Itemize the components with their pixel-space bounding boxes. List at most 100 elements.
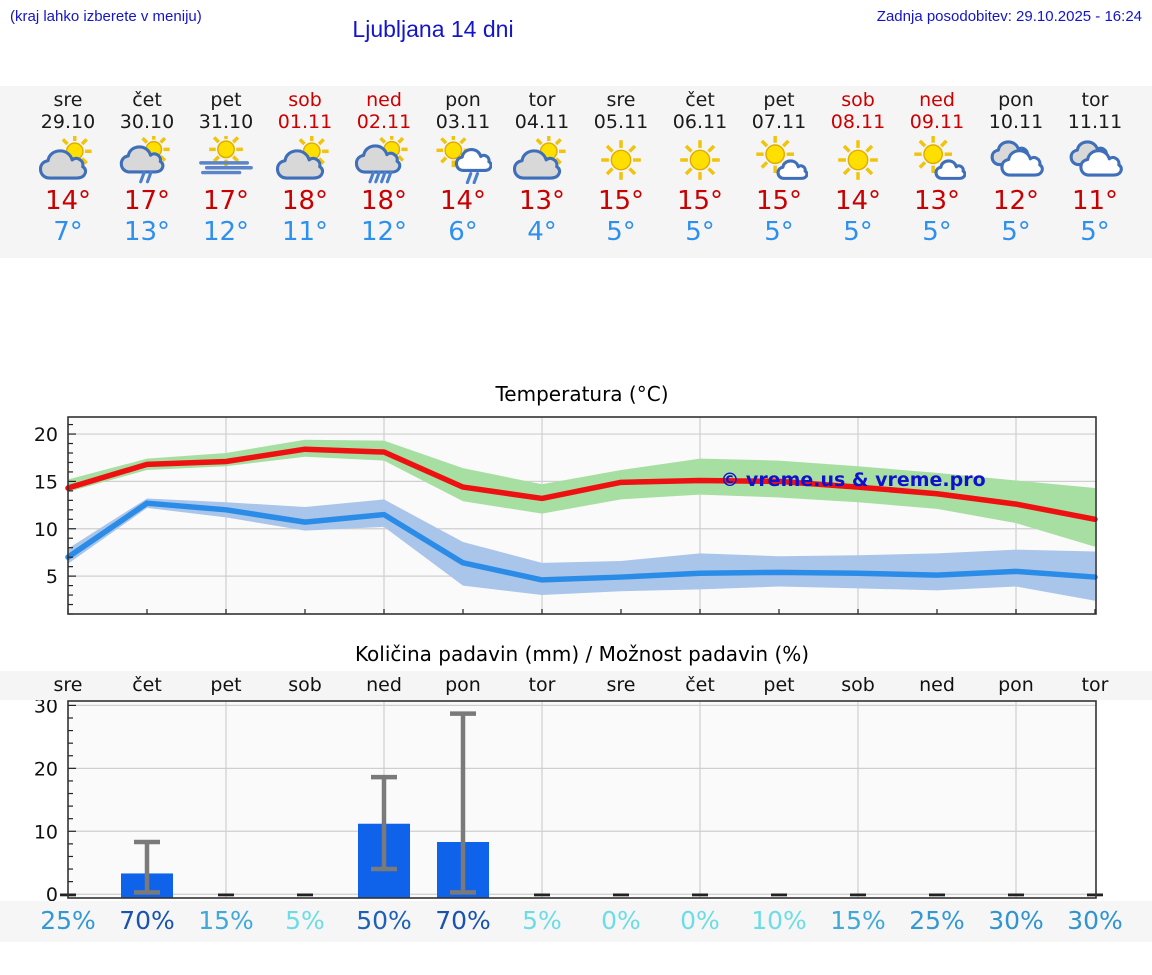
sun-cloud-rain4-icon [354, 133, 408, 184]
precip-probability: 5% [522, 906, 562, 935]
precip-day-label: pon [998, 674, 1034, 696]
precip-probability: 70% [435, 906, 491, 935]
day-min-temp: 5° [843, 217, 873, 247]
precip-zero-mark [1087, 893, 1103, 897]
day-name: sob [841, 89, 875, 111]
precip-day-label: pet [763, 674, 795, 696]
weather-icon-slot [1066, 136, 1124, 184]
day-date: 10.11 [988, 111, 1044, 133]
day-date: 11.11 [1067, 111, 1123, 133]
sun-smallcloud-icon [914, 135, 967, 180]
sun-fog-icon [199, 132, 253, 175]
day-date: 03.11 [435, 111, 491, 133]
day-name: pon [445, 89, 481, 111]
precip-probability: 50% [356, 906, 412, 935]
precip-probability-row: 25% 70% 15% 5% 50% 70% 5% 0% 0% 10% 15% 25% 30% 30% [0, 901, 1152, 942]
temperature-chart-title: Temperatura (°C) [495, 382, 669, 406]
day-max-temp: 15° [597, 186, 645, 216]
sun-icon [680, 140, 720, 180]
day-name: tor [528, 89, 556, 111]
min-temperatura-line [65, 500, 1098, 583]
precip-probability: 30% [988, 906, 1044, 935]
weather-icon-slot [118, 133, 176, 184]
last-update-label: Zadnja posodobitev: 29.10.2025 - 16:24 [876, 8, 1142, 25]
day-max-temp: 14° [834, 186, 882, 216]
weather-icon-slot [750, 135, 809, 184]
day-date: 06.11 [672, 111, 728, 133]
precip-probability: 15% [198, 906, 254, 935]
precip-ytick-label: 10 [34, 821, 58, 843]
watermark-link[interactable]: © vreme.us & vreme.pro [720, 469, 985, 491]
weather-icon-slot [592, 136, 650, 184]
sun-smallcloud-icon [756, 135, 809, 180]
day-max-temp: 17° [202, 186, 250, 216]
weather-icon-slot [197, 132, 255, 184]
sun-icon [838, 140, 878, 180]
precip-day-label: tor [528, 674, 556, 696]
forecast-day-30.10: čet 30.10 17° 13° [107, 89, 187, 247]
temp-ytick-label: 5 [46, 566, 58, 588]
day-max-temp: 13° [913, 186, 961, 216]
precip-zero-mark [850, 893, 866, 897]
precip-zero-mark [692, 893, 708, 897]
day-max-temp: 14° [44, 186, 92, 216]
max-temperatura-band [68, 439, 1095, 547]
forecast-day-08.11: sob 08.11 14° 5° [818, 89, 898, 247]
weather-icon-slot [829, 136, 887, 184]
forecast-day-29.10: sre 29.10 14° 7° [28, 89, 108, 247]
precip-day-label: sre [606, 674, 636, 696]
day-min-temp: 13° [123, 217, 171, 247]
precip-probability: 0% [601, 906, 641, 935]
day-name: čet [132, 89, 162, 111]
precip-day-label: ned [366, 674, 402, 696]
temperature-chart: 5 10 15 20 © vreme.us & vreme.pro [34, 416, 1098, 615]
day-min-temp: 11° [281, 217, 329, 247]
forecast-day-01.11: sob 01.11 18° 11° [265, 89, 345, 247]
day-date: 04.11 [514, 111, 570, 133]
day-max-temp: 14° [439, 186, 487, 216]
forecast-day-02.11: ned 02.11 18° 12° [344, 89, 424, 247]
precip-probability: 0% [680, 906, 720, 935]
page-title: Ljubljana 14 dni [352, 16, 514, 42]
forecast-day-31.10: pet 31.10 17° 12° [186, 89, 266, 247]
precip-probability: 30% [1067, 906, 1123, 935]
precip-zero-mark [771, 893, 787, 897]
day-date: 29.10 [40, 111, 96, 133]
day-max-temp: 18° [360, 186, 408, 216]
sun-whitecloud-rain2-icon [436, 133, 493, 185]
sun-cloud-icon [38, 134, 92, 180]
temp-ytick-label: 10 [34, 519, 58, 541]
weather-icon-slot [908, 135, 967, 184]
precip-probability: 25% [40, 906, 96, 935]
sun-icon [601, 140, 641, 180]
precip-zero-mark [218, 893, 234, 897]
precip-ytick-label: 20 [34, 758, 58, 780]
temp-ytick-label: 20 [34, 424, 58, 446]
day-min-temp: 5° [764, 217, 794, 247]
precip-day-label: čet [132, 674, 162, 696]
precip-chart: 0 10 20 30 [34, 700, 1103, 901]
day-min-temp: 6° [448, 217, 478, 247]
day-max-temp: 15° [755, 186, 803, 216]
day-name: pet [210, 89, 242, 111]
forecast-day-04.11: tor 04.11 13° 4° [502, 89, 582, 247]
precip-day-label: čet [685, 674, 715, 696]
day-date: 01.11 [277, 111, 333, 133]
precip-probability: 25% [909, 906, 965, 935]
weather-icon-slot [987, 136, 1045, 184]
precip-probability: 15% [830, 906, 886, 935]
day-date: 02.11 [356, 111, 412, 133]
day-date: 08.11 [830, 111, 886, 133]
forecast-day-07.11: pet 07.11 15° 5° [739, 89, 819, 247]
location-hint: (kraj lahko izberete v meniju) [10, 8, 202, 25]
day-min-temp: 4° [527, 217, 557, 247]
day-date: 05.11 [593, 111, 649, 133]
sun-cloud-icon [512, 134, 566, 180]
day-date: 07.11 [751, 111, 807, 133]
day-date: 30.10 [119, 111, 175, 133]
day-name: tor [1081, 89, 1109, 111]
forecast-day-10.11: pon 10.11 12° 5° [976, 89, 1056, 247]
weather-icon-slot [434, 133, 493, 185]
day-min-temp: 5° [1080, 217, 1110, 247]
day-min-temp: 5° [922, 217, 952, 247]
